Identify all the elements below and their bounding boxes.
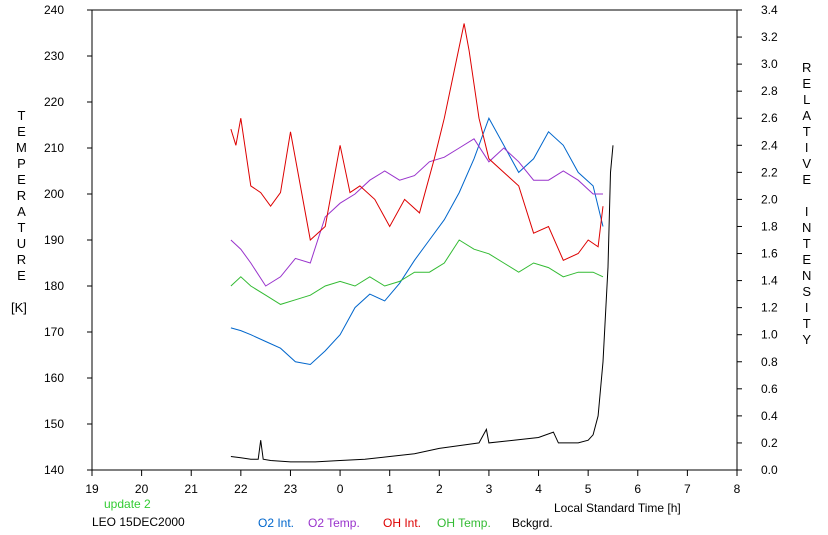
y-right-tick-label: 3.0: [761, 57, 778, 71]
plot-area: [91, 9, 738, 471]
x-tick-label: 8: [734, 482, 741, 496]
axis-title-letter: T: [17, 108, 26, 123]
x-tick-label: 1: [386, 482, 393, 496]
axis-title-letter: E: [802, 252, 812, 267]
axis-title-letter: A: [17, 204, 26, 219]
legend-entry: O2 Int.: [258, 516, 294, 530]
y-right-tick-label: 1.0: [761, 328, 778, 342]
y-right-tick-label: 2.4: [761, 138, 778, 152]
y-left-tick-label: 240: [44, 3, 64, 17]
x-tick-label: 3: [486, 482, 493, 496]
series-line-o2-int: [230, 116, 604, 366]
axis-title-letter: N: [802, 268, 812, 283]
axis-title-letter: T: [17, 220, 26, 235]
x-tick-label: 19: [85, 482, 99, 496]
y-right-tick-label: 3.2: [761, 30, 778, 44]
axis-title-letter: E: [17, 268, 26, 283]
y-right-tick-label: 1.6: [761, 247, 778, 261]
y-left-tick-label: 200: [44, 187, 64, 201]
y-right-tick-label: 1.8: [761, 219, 778, 233]
axis-title-letter: E: [802, 172, 812, 187]
x-tick-label: 0: [337, 482, 344, 496]
axis-title-letter: N: [802, 220, 812, 235]
axis-title-letter: R: [16, 188, 27, 203]
y-axis-left-unit-text: [K]: [11, 300, 27, 315]
x-tick-label: 2: [436, 482, 443, 496]
axis-title-letter: T: [802, 236, 811, 251]
series-line-bckgrd: [230, 145, 614, 463]
y-right-tick-label: 2.6: [761, 111, 778, 125]
x-axis-label: Local Standard Time [h]: [554, 501, 681, 515]
y-left-tick-label: 190: [44, 233, 64, 247]
axis-title-letter: I: [804, 300, 809, 315]
station-date: LEO 15DEC2000: [92, 515, 185, 529]
legend-entry: Bckgrd.: [512, 516, 553, 530]
y-right-tick-label: 2.0: [761, 192, 778, 206]
axis-title-letter: V: [802, 156, 812, 171]
axis-title-letter: E: [17, 124, 26, 139]
y-right-tick-label: 0.2: [761, 436, 778, 450]
series-line-oh-int: [230, 23, 604, 261]
y-right-tick-label: 0.8: [761, 355, 778, 369]
y-left-tick-label: 170: [44, 325, 64, 339]
x-tick-label: 6: [634, 482, 641, 496]
x-tick-label: 21: [185, 482, 199, 496]
axis-title-letter: T: [802, 124, 811, 139]
y-axis-left-unit: [K]: [11, 300, 27, 316]
axis-title-letter: A: [802, 108, 812, 123]
axis-title-letter: R: [802, 60, 812, 75]
x-tick-label: 23: [284, 482, 298, 496]
y-left-tick-label: 180: [44, 279, 64, 293]
axis-title-letter: P: [17, 156, 26, 171]
axis-title-letter: T: [802, 316, 811, 331]
y-right-tick-label: 2.2: [761, 165, 778, 179]
y-right-tick-label: 0.4: [761, 409, 778, 423]
y-right-tick-label: 3.4: [761, 3, 778, 17]
y-left-tick-label: 160: [44, 371, 64, 385]
axis-title-letter: L: [803, 92, 811, 107]
axis-title-letter: E: [802, 76, 812, 91]
update-status: update 2: [104, 497, 151, 511]
x-tick-label: 4: [535, 482, 542, 496]
y-left-tick-label: 210: [44, 141, 64, 155]
series-line-o2-temp: [230, 138, 603, 287]
axis-title-letter: S: [802, 284, 812, 299]
axis-title-letter: M: [16, 140, 27, 155]
x-tick-label: 7: [684, 482, 691, 496]
axis-title-letter: R: [16, 252, 27, 267]
legend-entry: O2 Temp.: [308, 516, 360, 530]
x-tick-label: 20: [135, 482, 149, 496]
y-right-tick-label: 1.2: [761, 301, 778, 315]
y-right-tick-label: 0.0: [761, 463, 778, 477]
y-left-tick-label: 230: [44, 49, 64, 63]
y-right-tick-label: 2.8: [761, 84, 778, 98]
x-tick-label: 22: [234, 482, 248, 496]
axis-title-letter: Y: [802, 332, 812, 347]
axis-title-letter: I: [804, 204, 809, 219]
axis-title-letter: E: [17, 172, 26, 187]
axis-title-letter: I: [804, 140, 809, 155]
y-left-tick-label: 140: [44, 463, 64, 477]
y-right-tick-label: 0.6: [761, 382, 778, 396]
y-right-tick-label: 1.4: [761, 274, 778, 288]
x-tick-label: 5: [585, 482, 592, 496]
axis-title-letter: U: [16, 236, 27, 251]
legend-entry: OH Temp.: [437, 516, 491, 530]
legend-entry: OH Int.: [383, 516, 421, 530]
series-line-oh-temp: [230, 239, 604, 305]
y-left-tick-label: 220: [44, 95, 64, 109]
y-left-tick-label: 150: [44, 417, 64, 431]
